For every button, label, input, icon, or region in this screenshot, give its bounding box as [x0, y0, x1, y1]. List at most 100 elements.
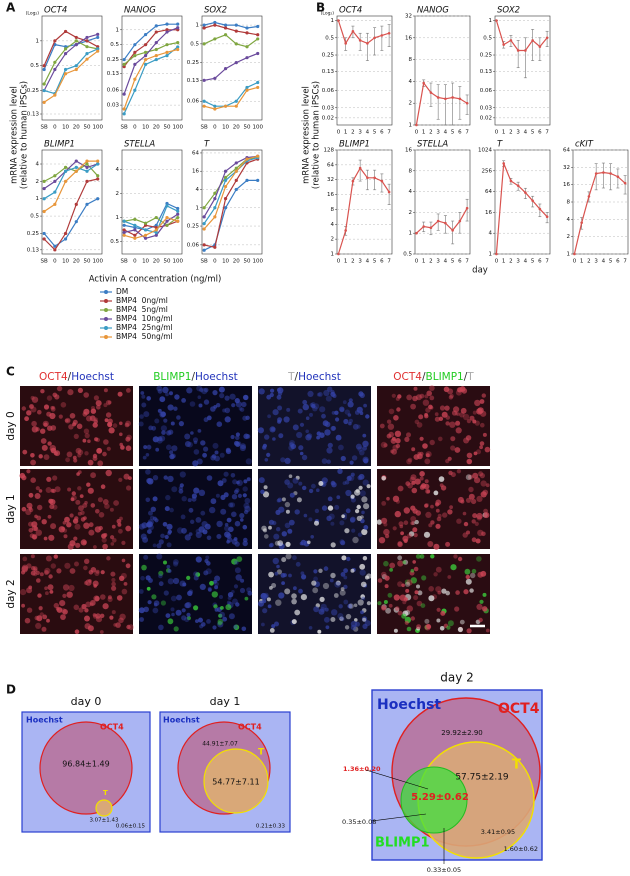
cell [178, 488, 184, 494]
data-point [531, 199, 534, 202]
data-point [176, 26, 180, 30]
y-tick-label: 16 [485, 210, 492, 216]
cell [214, 607, 219, 612]
micrograph [139, 469, 252, 549]
cell [286, 407, 291, 412]
data-point [465, 101, 469, 105]
cell [298, 588, 303, 594]
cell [277, 405, 283, 411]
cell [262, 608, 268, 614]
x-tick-label: SB [41, 259, 48, 265]
cell [415, 554, 421, 559]
x-tick-label: SB [121, 259, 128, 265]
cell [339, 520, 345, 526]
series-line [203, 158, 258, 249]
data-point [122, 228, 126, 232]
cell [123, 582, 128, 586]
cell [339, 407, 345, 413]
data-point [245, 178, 249, 182]
x-tick-label: 20 [73, 125, 80, 131]
data-point [623, 181, 627, 185]
cell [406, 394, 413, 401]
x-tick-label: 3 [436, 259, 440, 265]
cell [472, 410, 477, 415]
cell [411, 447, 416, 452]
cell [229, 393, 236, 400]
cell [224, 395, 230, 401]
cell [193, 575, 199, 581]
cell [242, 493, 247, 498]
error-bar [601, 162, 605, 189]
cell [213, 604, 218, 609]
cell [234, 440, 239, 446]
cell [387, 423, 395, 430]
data-point [133, 88, 137, 92]
chart-title: BLIMP1 [339, 140, 370, 150]
cell [206, 475, 213, 481]
cell [424, 503, 429, 508]
cell [109, 615, 114, 620]
cell [413, 386, 418, 391]
data-point [213, 215, 217, 219]
cell [231, 494, 238, 500]
cell [217, 621, 224, 628]
cell [412, 527, 418, 533]
data-point [451, 229, 454, 232]
cell [115, 622, 121, 628]
cell [21, 603, 25, 608]
cell [151, 594, 157, 600]
cell [468, 486, 474, 493]
cell [356, 406, 363, 413]
cell [433, 490, 439, 496]
y-axis-label-line: mRNA expression level [302, 86, 312, 184]
cell [143, 606, 149, 613]
cell [204, 558, 209, 564]
cell [288, 519, 295, 526]
cell [324, 616, 330, 623]
data-point [358, 166, 362, 170]
cell [355, 509, 360, 514]
data-point [545, 36, 549, 40]
cell [219, 452, 225, 458]
cell [465, 474, 472, 481]
cell [156, 553, 163, 560]
cell [453, 406, 460, 413]
cell [98, 512, 105, 518]
cell [216, 534, 222, 539]
error-bar [465, 94, 469, 115]
data-point [63, 179, 68, 183]
series-line [203, 155, 258, 230]
cell [342, 400, 347, 405]
cell [231, 558, 238, 565]
y-tick-label: 2 [409, 210, 413, 216]
plot-area [414, 149, 471, 255]
cell [167, 569, 172, 573]
cell [424, 479, 429, 484]
data-point [42, 197, 46, 201]
header-segment: BLIMP1 [153, 371, 191, 383]
cell [162, 386, 169, 394]
cell [329, 578, 334, 583]
data-point [143, 50, 148, 54]
cell [296, 431, 303, 439]
cell [276, 527, 281, 532]
cell [394, 430, 402, 437]
cell [90, 503, 96, 508]
cell [312, 587, 319, 594]
header-segment: / [422, 371, 426, 383]
cell [340, 587, 345, 591]
cell [445, 415, 450, 420]
data-point [42, 64, 46, 68]
cell [301, 454, 308, 461]
cell [21, 406, 26, 411]
cell [245, 458, 252, 465]
cell [413, 566, 419, 572]
data-point [42, 88, 46, 93]
cell [290, 443, 297, 450]
data-point [122, 223, 126, 227]
cell [356, 515, 362, 522]
cell [324, 429, 331, 436]
cell [113, 500, 119, 506]
cell [294, 509, 300, 515]
cell [407, 533, 412, 539]
